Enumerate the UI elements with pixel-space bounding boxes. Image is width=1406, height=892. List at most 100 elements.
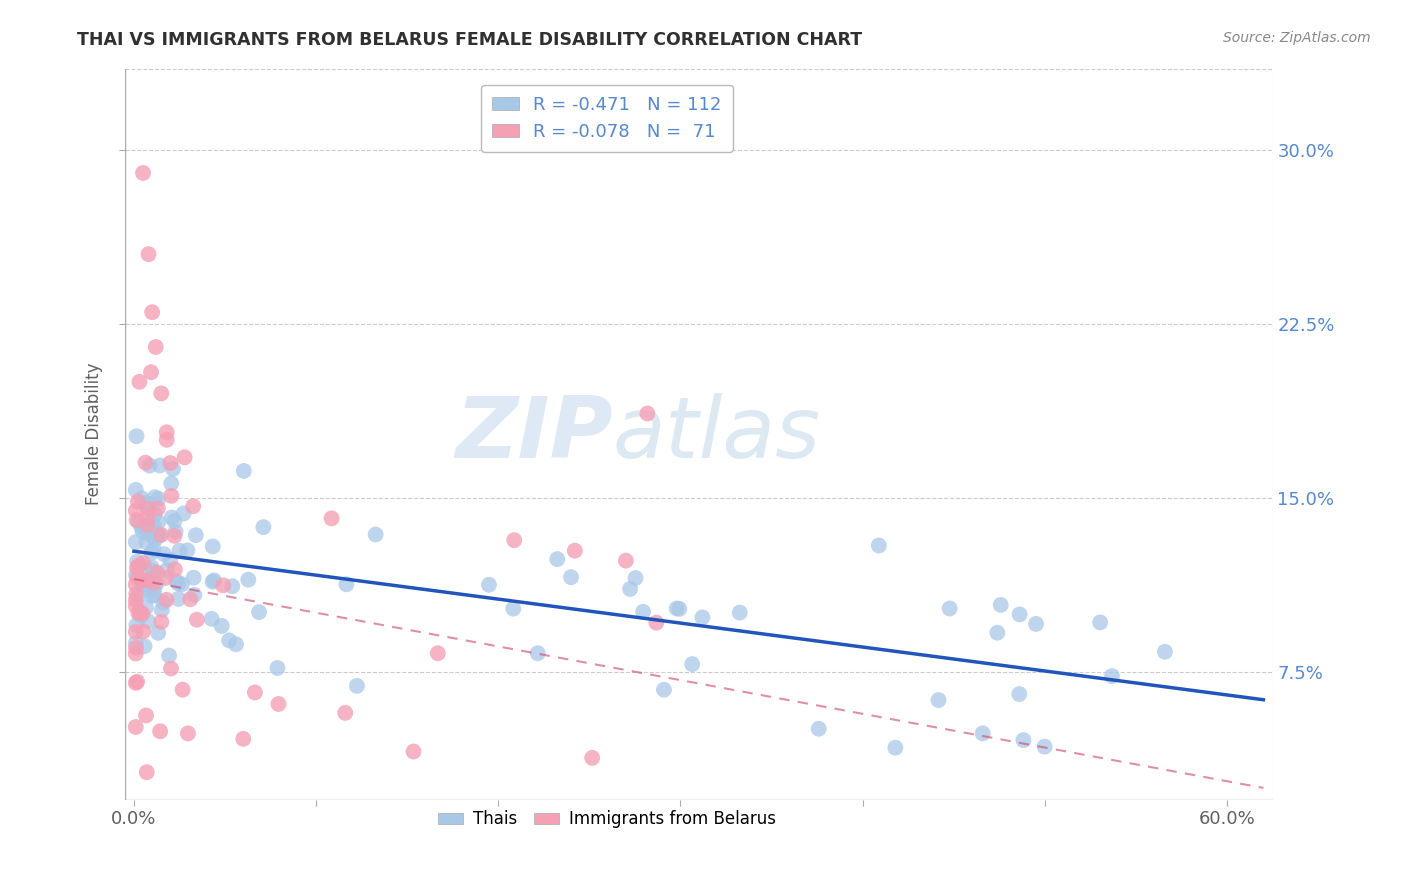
Point [127,555,149,569]
Point [972,726,994,740]
Point [135,496,157,510]
Point [526,646,548,660]
Point [132,166,155,180]
Point [167,576,190,591]
Point [163,562,186,576]
Point [1101,669,1123,683]
Point [146,566,169,580]
Point [143,490,166,504]
Point [138,527,160,541]
Point [928,693,950,707]
Point [402,744,425,758]
Point [1012,733,1035,747]
Point [156,563,179,577]
Point [139,365,162,379]
Point [145,576,167,591]
Text: THAI VS IMMIGRANTS FROM BELARUS FEMALE DISABILITY CORRELATION CHART: THAI VS IMMIGRANTS FROM BELARUS FEMALE D… [77,31,862,49]
Point [165,524,187,539]
Point [132,556,155,570]
Point [614,554,637,568]
Point [155,571,177,585]
Point [125,568,148,582]
Point [152,596,174,610]
Text: ZIP: ZIP [456,392,613,475]
Point [143,533,166,547]
Point [135,535,157,549]
Point [619,582,641,596]
Point [247,605,270,619]
Point [125,640,148,655]
Point [145,529,167,543]
Point [150,386,173,401]
Point [165,574,187,588]
Point [136,615,159,629]
Point [153,547,176,561]
Point [125,599,148,614]
Point [138,247,160,261]
Point [143,507,166,521]
Point [176,543,198,558]
Point [134,521,156,535]
Point [150,615,173,629]
Point [184,528,207,542]
Point [125,535,148,549]
Point [125,577,148,591]
Point [125,624,148,639]
Point [125,618,148,632]
Point [135,708,157,723]
Point [267,697,290,711]
Point [131,607,153,621]
Point [160,476,183,491]
Point [129,608,152,623]
Point [181,500,204,514]
Point [225,637,247,651]
Point [136,518,159,533]
Point [127,494,149,508]
Point [186,613,208,627]
Point [148,528,170,542]
Point [141,546,163,560]
Point [884,740,907,755]
Point [148,491,170,506]
Point [135,573,157,587]
Point [134,560,156,574]
Point [1008,687,1031,701]
Point [868,539,890,553]
Point [636,407,658,421]
Point [125,676,148,690]
Point [1008,607,1031,622]
Point [502,601,524,615]
Point [125,503,148,517]
Point [142,564,165,578]
Point [131,491,153,506]
Point [127,606,149,620]
Point [159,456,181,470]
Point [125,720,148,734]
Point [138,497,160,511]
Point [266,661,288,675]
Point [125,647,148,661]
Point [138,578,160,592]
Point [692,610,714,624]
Point [125,593,148,607]
Point [134,456,156,470]
Point [145,340,167,354]
Point [129,605,152,619]
Point [631,605,654,619]
Point [150,603,173,617]
Point [125,560,148,574]
Point [218,633,240,648]
Point [665,601,688,615]
Point [183,571,205,585]
Point [546,552,568,566]
Point [160,661,183,675]
Point [143,583,166,598]
Point [335,706,357,720]
Point [1033,739,1056,754]
Legend: Thais, Immigrants from Belarus: Thais, Immigrants from Belarus [432,804,783,835]
Point [141,574,163,588]
Point [160,510,183,524]
Point [128,515,150,529]
Point [135,600,157,615]
Point [125,429,148,443]
